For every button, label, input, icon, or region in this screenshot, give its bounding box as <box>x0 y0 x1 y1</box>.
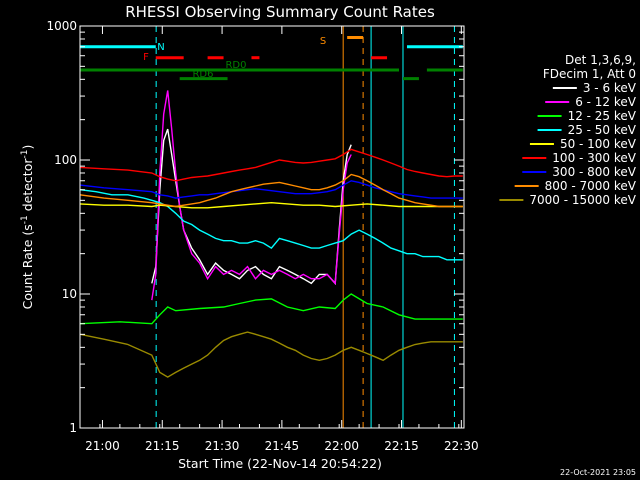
legend-entry-0: 3 - 6 keV <box>583 81 637 95</box>
series-line-4 <box>79 201 463 209</box>
x-tick-label: 21:15 <box>145 439 180 453</box>
plot-content: NF RD0 RD6 S <box>79 26 463 428</box>
chart-title: RHESSI Observing Summary Count Rates <box>125 3 435 21</box>
y-tick-label: 1000 <box>46 19 77 33</box>
legend-entry-7: 800 - 7000 keV <box>545 179 637 193</box>
x-tick-label: 22:30 <box>444 439 479 453</box>
legend-entry-3: 25 - 50 keV <box>568 123 637 137</box>
series-line-1 <box>151 90 352 301</box>
legend-entry-5: 100 - 300 keV <box>552 151 636 165</box>
legend-entry-4: 50 - 100 keV <box>560 137 637 151</box>
series-line-7 <box>79 173 463 208</box>
series-line-5 <box>79 148 463 182</box>
y-tick-label: 10 <box>62 287 77 301</box>
x-tick-label: 22:00 <box>324 439 359 453</box>
series-line-3 <box>79 189 463 261</box>
generation-timestamp: 22-Oct-2021 23:05 <box>560 468 636 477</box>
legend: Det 1,3,6,9, FDecim 1, Att 0 3 - 6 keV6 … <box>499 53 637 207</box>
y-tick-label: 100 <box>54 153 77 167</box>
x-tick-label: 21:30 <box>205 439 240 453</box>
legend-entry-1: 6 - 12 keV <box>575 95 637 109</box>
bar-label-s: S <box>320 36 326 47</box>
legend-header-1: Det 1,3,6,9, <box>565 53 636 67</box>
x-tick-label: 21:00 <box>85 439 120 453</box>
legend-header-2: FDecim 1, Att 0 <box>543 67 636 81</box>
legend-entry-6: 300 - 800 keV <box>552 165 636 179</box>
bar-label-rd6: RD6 <box>192 69 213 80</box>
y-axis-label: Count Rate (s-1 detector-1) <box>20 145 35 310</box>
axis-ticks: 21:00 21:15 21:30 21:45 22:00 22:15 22:30 1 10 10… <box>46 19 478 453</box>
y-tick-label: 1 <box>69 421 77 435</box>
bar-label-f: F <box>143 52 149 63</box>
legend-entry-8: 7000 - 15000 keV <box>529 193 636 207</box>
x-tick-label: 21:45 <box>265 439 300 453</box>
bar-label-rd0: RD0 <box>225 60 246 71</box>
legend-entry-2: 12 - 25 keV <box>568 109 637 123</box>
plot-frame <box>79 25 465 429</box>
x-tick-label: 22:15 <box>384 439 419 453</box>
series-line-2 <box>79 293 463 325</box>
series-line-8 <box>79 331 463 378</box>
x-axis-label: Start Time (22-Nov-14 20:54:22) <box>178 456 382 471</box>
series-line-6 <box>79 180 463 199</box>
bar-label-n: N <box>157 42 164 53</box>
